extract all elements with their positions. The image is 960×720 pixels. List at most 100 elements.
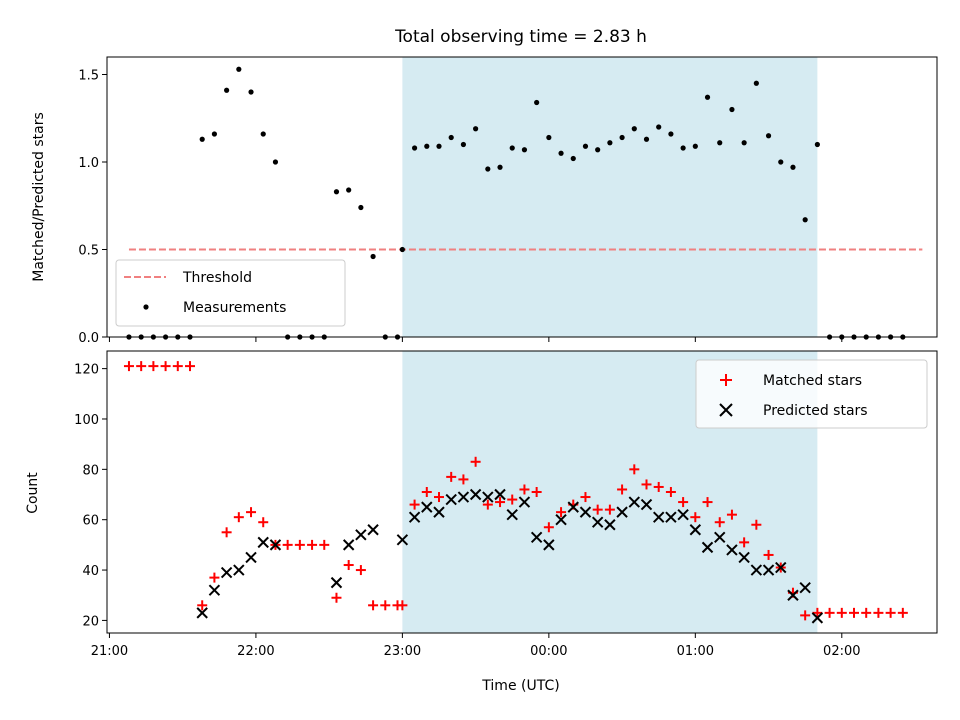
matched-star-point bbox=[665, 487, 676, 497]
measurement-point bbox=[631, 126, 637, 132]
matched-star-point bbox=[849, 607, 859, 618]
matched-star-point bbox=[751, 519, 762, 530]
count-legend: Matched stars Predicted stars bbox=[695, 359, 928, 429]
predicted-star-point bbox=[665, 511, 677, 523]
matched-stars-series bbox=[123, 361, 908, 621]
measurement-point bbox=[236, 66, 242, 72]
matched-star-point bbox=[897, 607, 908, 618]
ratio-ylabel: Matched/Predicted stars bbox=[31, 112, 47, 282]
matched-star-point bbox=[343, 560, 354, 571]
measurement-point bbox=[358, 204, 364, 211]
y-tick-label: 100 bbox=[74, 413, 99, 428]
predicted-star-point bbox=[689, 524, 702, 536]
predicted-star-point bbox=[579, 506, 592, 518]
x-tick-label: 23:00 bbox=[384, 644, 421, 659]
matched-star-point bbox=[824, 607, 835, 618]
matched-star-point bbox=[617, 484, 628, 495]
predicted-star-point bbox=[208, 584, 221, 596]
predicted-star-point bbox=[555, 513, 567, 526]
matched-star-point bbox=[604, 504, 615, 515]
matched-star-point bbox=[653, 481, 664, 492]
measurement-point bbox=[778, 159, 784, 165]
predicted-star-point bbox=[196, 607, 208, 619]
predicted-star-point bbox=[518, 496, 531, 508]
y-tick-label: 120 bbox=[74, 363, 99, 378]
predicted-star-point bbox=[445, 493, 457, 506]
count-xlabel: Time (UTC) bbox=[481, 678, 559, 694]
matched-star-point bbox=[434, 492, 444, 503]
matched-star-point bbox=[580, 492, 591, 503]
measurement-point bbox=[717, 140, 723, 146]
predicted-star-point bbox=[469, 488, 482, 501]
matched-star-point bbox=[592, 504, 603, 515]
x-tick-label: 01:00 bbox=[677, 644, 714, 659]
legend-frame bbox=[115, 259, 346, 327]
measurement-point bbox=[729, 106, 735, 113]
measurement-point bbox=[534, 99, 540, 106]
x-tick-label: 00:00 bbox=[530, 644, 567, 659]
predicted-star-point bbox=[652, 511, 665, 523]
matched-star-point bbox=[197, 600, 208, 611]
matched-star-point bbox=[185, 361, 195, 372]
measurement-point bbox=[436, 143, 442, 149]
predicted-star-point bbox=[396, 534, 409, 546]
predicted-star-point bbox=[330, 576, 343, 589]
predicted-star-point bbox=[220, 566, 233, 579]
measurement-point bbox=[370, 253, 376, 260]
predicted-star-point bbox=[701, 541, 714, 554]
matched-star-point bbox=[507, 494, 518, 505]
measurement-point bbox=[346, 187, 352, 193]
predicted-star-point bbox=[257, 536, 269, 549]
matched-star-point bbox=[355, 565, 366, 576]
matched-star-point bbox=[421, 487, 432, 497]
measurement-point bbox=[790, 164, 796, 170]
measurement-point bbox=[448, 134, 454, 141]
plot-frame bbox=[106, 350, 938, 634]
predicted-star-point bbox=[762, 564, 775, 576]
y-tick-label: 40 bbox=[82, 564, 99, 579]
count-panel: 20 40 60 80 100 120 21:00 22:00 23:00 00:00 01:00 0… bbox=[25, 350, 938, 694]
predicted-star-point bbox=[799, 581, 811, 594]
measurement-point bbox=[558, 150, 564, 156]
measurement-point bbox=[582, 143, 589, 149]
measurement-point bbox=[272, 159, 279, 165]
legend-threshold-label: Threshold bbox=[182, 270, 252, 286]
predicted-star-point bbox=[567, 501, 579, 513]
measurement-point bbox=[643, 136, 650, 142]
measurement-point bbox=[680, 145, 686, 151]
measurement-point bbox=[509, 145, 515, 151]
measurement-point bbox=[333, 189, 340, 195]
matched-star-point bbox=[495, 497, 506, 508]
measurement-point bbox=[692, 143, 698, 149]
measurement-point bbox=[607, 140, 613, 146]
matched-star-point bbox=[531, 487, 542, 497]
measurement-point bbox=[411, 145, 418, 151]
matched-star-point bbox=[470, 456, 481, 467]
predicted-star-point bbox=[543, 539, 555, 551]
matched-star-point bbox=[397, 600, 408, 611]
measurement-point bbox=[546, 134, 552, 141]
measurement-point bbox=[460, 141, 467, 148]
matched-star-point bbox=[556, 507, 567, 518]
matched-star-point bbox=[690, 512, 701, 523]
matched-star-point bbox=[629, 464, 640, 475]
predicted-star-point bbox=[506, 508, 518, 521]
predicted-star-point bbox=[640, 498, 653, 511]
measurement-point bbox=[224, 87, 230, 93]
y-tick-label: 1.0 bbox=[78, 156, 99, 171]
matched-star-point bbox=[282, 539, 293, 550]
measurement-point bbox=[570, 155, 576, 162]
predicted-star-point bbox=[750, 564, 763, 576]
predicted-star-point bbox=[494, 488, 506, 501]
legend-matched-swatch bbox=[720, 374, 732, 386]
predicted-star-point bbox=[616, 506, 628, 518]
predicted-star-point bbox=[269, 539, 282, 551]
matched-star-point bbox=[319, 539, 330, 550]
measurement-point bbox=[704, 94, 711, 100]
matched-star-point bbox=[812, 607, 823, 618]
matched-star-point bbox=[800, 610, 811, 621]
matched-star-point bbox=[380, 600, 391, 611]
measurement-point bbox=[668, 131, 674, 137]
predicted-star-point bbox=[604, 519, 616, 531]
